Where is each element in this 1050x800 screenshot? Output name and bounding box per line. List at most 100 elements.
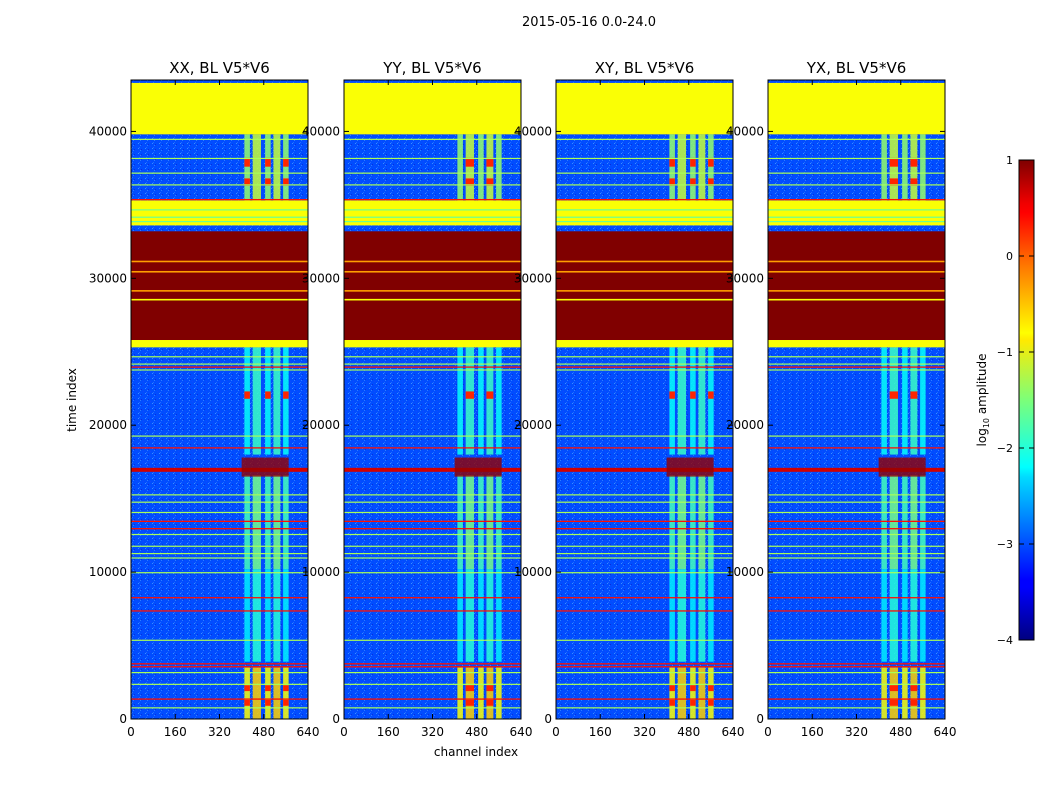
time-line	[131, 511, 308, 514]
flagged-band	[768, 337, 945, 348]
y-tick-label: 10000	[726, 565, 764, 579]
band-line	[131, 221, 308, 223]
time-line-red	[768, 610, 945, 612]
rfi-blob	[283, 685, 289, 692]
rfi-blob	[708, 699, 714, 706]
time-line	[556, 572, 733, 574]
x-tick-label: 640	[722, 725, 745, 739]
channel-stripe	[889, 569, 898, 662]
rfi-streak	[556, 467, 733, 472]
heatmap-panel-2: YY, BL V5*V6 0 160 320 480 640 0 10000 20000 3000…	[302, 59, 533, 739]
channel-stripe	[252, 347, 261, 455]
x-tick-label: 320	[208, 725, 231, 739]
time-line	[556, 494, 733, 496]
heatmap-panel-3: XY, BL V5*V6 0 160 320 480 640 0 10000 20000 3000…	[514, 59, 745, 739]
rfi-blob	[669, 391, 675, 399]
flagged-band	[556, 337, 733, 348]
channel-stripe	[698, 475, 706, 570]
band-line	[344, 260, 521, 263]
x-tick-label: 480	[252, 725, 275, 739]
rfi-blob	[465, 699, 474, 706]
rfi-blob	[265, 178, 271, 186]
flagged-band	[556, 82, 733, 135]
time-line-red	[344, 698, 521, 700]
time-line	[344, 707, 521, 709]
y-axis-label: time index	[65, 368, 79, 432]
rfi-blob	[283, 178, 289, 186]
y-tick-label: 40000	[89, 124, 127, 138]
time-line	[768, 494, 945, 496]
time-line	[344, 138, 521, 140]
time-line	[131, 369, 308, 371]
colorbar-tick-label: −2	[997, 442, 1013, 455]
time-line	[131, 356, 308, 358]
band-line	[131, 290, 308, 292]
time-line-red	[131, 698, 308, 700]
time-line	[768, 683, 945, 685]
time-line	[131, 138, 308, 140]
colorbar-tick-label: −1	[997, 346, 1013, 359]
time-line	[768, 184, 945, 186]
colorbar-label: log10 amplitude	[975, 354, 991, 447]
time-line	[344, 157, 521, 160]
rfi-blob	[889, 391, 898, 399]
time-line	[768, 671, 945, 674]
channel-stripe	[265, 134, 271, 201]
rfi-blob	[486, 157, 494, 167]
channel-stripe	[273, 475, 281, 570]
channel-stripe	[708, 134, 714, 201]
time-line-red	[768, 698, 945, 700]
time-line	[344, 184, 521, 186]
x-tick-label: 640	[510, 725, 533, 739]
time-line	[556, 356, 733, 358]
time-line	[344, 639, 521, 641]
rfi-blob	[244, 391, 250, 399]
rfi-streak-block	[666, 457, 714, 477]
flagged-band	[768, 82, 945, 135]
time-line	[344, 553, 521, 555]
y-tick-label: 10000	[89, 565, 127, 579]
x-tick-label: 320	[633, 725, 656, 739]
channel-stripe	[478, 347, 484, 455]
channel-stripe	[478, 475, 484, 570]
rfi-blob	[244, 157, 250, 167]
channel-stripe	[669, 134, 675, 201]
channel-stripe	[496, 667, 502, 719]
rfi-blob	[244, 178, 250, 186]
channel-stripe	[465, 475, 474, 570]
channel-stripe	[252, 134, 261, 201]
time-line-red	[556, 198, 733, 201]
channel-stripe	[465, 569, 474, 662]
channel-stripe	[669, 667, 675, 719]
panel-noise	[556, 80, 733, 719]
channel-stripe	[708, 347, 714, 455]
x-tick-label: 480	[465, 725, 488, 739]
channel-stripe	[283, 569, 289, 662]
time-line-red	[344, 366, 521, 368]
panel-title: YY, BL V5*V6	[382, 59, 481, 77]
channel-stripe	[677, 347, 686, 455]
rfi-blob	[889, 699, 898, 706]
time-line-red	[556, 520, 733, 522]
time-line	[131, 501, 308, 503]
flagged-band	[344, 337, 521, 348]
time-line-red	[131, 447, 308, 449]
colorbar-tick-label: −3	[997, 538, 1013, 551]
channel-stripe	[690, 569, 696, 662]
channel-stripe	[708, 475, 714, 570]
rfi-blob	[283, 699, 289, 706]
rfi-blob	[690, 391, 696, 399]
channel-stripe	[465, 134, 474, 201]
time-line-red	[344, 520, 521, 522]
time-line	[344, 533, 521, 536]
band-line	[556, 298, 733, 301]
band-line	[344, 298, 521, 301]
channel-stripe	[273, 134, 281, 201]
channel-stripe	[690, 667, 696, 719]
band-line	[344, 270, 521, 273]
time-line	[556, 671, 733, 674]
x-tick-label: 160	[801, 725, 824, 739]
y-tick-label: 20000	[514, 418, 552, 432]
colorbar-tick-label: 0	[1006, 250, 1013, 263]
time-line	[556, 435, 733, 437]
